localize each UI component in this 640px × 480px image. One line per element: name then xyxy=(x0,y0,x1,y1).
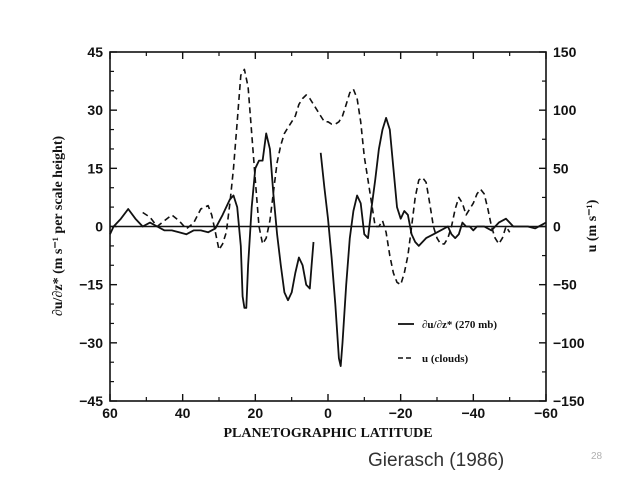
x-tick-label: 60 xyxy=(102,405,118,421)
y-right-tick-label: −150 xyxy=(553,393,585,409)
y-right-tick-label: −100 xyxy=(553,335,585,351)
legend-dashed-label: u (clouds) xyxy=(422,353,468,365)
y-right-tick-label: 50 xyxy=(553,160,569,176)
slide-number: 28 xyxy=(591,451,603,462)
x-axis-title: PLANETOGRAPHIC LATITUDE xyxy=(223,426,432,441)
y-right-tick-label: 100 xyxy=(553,102,577,118)
y-left-tick-label: −30 xyxy=(79,335,103,351)
x-tick-label: −40 xyxy=(461,405,485,421)
x-tick-label: −60 xyxy=(534,405,558,421)
x-tick-label: −20 xyxy=(389,405,413,421)
y-right-tick-label: 150 xyxy=(553,44,577,60)
y-axis-left-title: ∂u/∂z* (m s⁻¹ per scale height) xyxy=(51,136,66,317)
y-left-tick-label: 45 xyxy=(87,44,103,60)
y-right-tick-label: −50 xyxy=(553,277,577,293)
y-left-tick-label: −15 xyxy=(79,277,103,293)
y-axis-right-title: u (m s⁻¹) xyxy=(585,199,600,252)
ticks-group xyxy=(109,51,547,402)
series-shear-line-segment-0 xyxy=(109,132,315,309)
y-left-tick-label: 15 xyxy=(87,160,103,176)
series-u-clouds-line-segment-0 xyxy=(142,68,511,286)
tick-labels-group: 60 40 20 0 −20 −40 −604530150−15−30−4515010050… xyxy=(79,44,584,421)
x-tick-label: 40 xyxy=(175,405,191,421)
x-tick-label: 0 xyxy=(324,405,332,421)
citation-credit: Gierasch (1986) xyxy=(368,450,505,471)
y-left-tick-label: 30 xyxy=(87,102,103,118)
series-shear-line-segment-1 xyxy=(319,117,547,367)
legend: ∂u/∂z* (270 mb) u (clouds) xyxy=(398,319,497,365)
y-left-tick-label: −45 xyxy=(79,393,103,409)
x-tick-label: 20 xyxy=(248,405,264,421)
y-right-tick-label: 0 xyxy=(553,219,561,235)
series-group xyxy=(109,68,547,367)
y-left-tick-label: 0 xyxy=(95,219,103,235)
legend-solid-label: ∂u/∂z* (270 mb) xyxy=(422,319,497,331)
